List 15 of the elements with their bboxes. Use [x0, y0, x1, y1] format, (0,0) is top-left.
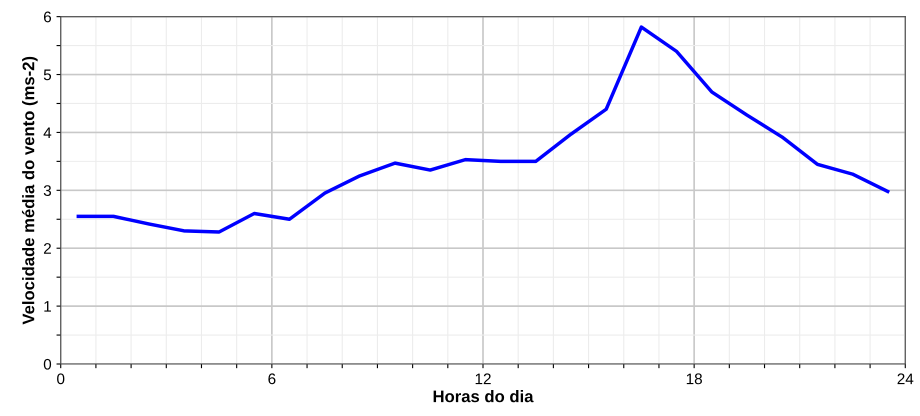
- y-tick-label: 5: [44, 70, 52, 80]
- x-tick-label: 24: [898, 373, 914, 384]
- y-tick-label: 2: [44, 243, 51, 254]
- x-tick-label: 12: [476, 373, 491, 384]
- line-series: [76, 25, 890, 234]
- y-tick-label: 4: [44, 127, 52, 138]
- y-tick-label: 3: [44, 185, 52, 196]
- x-tick-label: 6: [268, 373, 276, 384]
- y-axis-title: Velocidade média do vento (ms-2): [22, 56, 38, 324]
- y-tick-label: 1: [44, 301, 51, 312]
- y-tick-label: 6: [44, 12, 52, 22]
- x-tick-label: 18: [686, 373, 702, 384]
- x-axis-title: Horas do dia: [434, 390, 534, 402]
- x-tick-label: 0: [57, 373, 64, 384]
- y-tick-label: 0: [44, 358, 52, 370]
